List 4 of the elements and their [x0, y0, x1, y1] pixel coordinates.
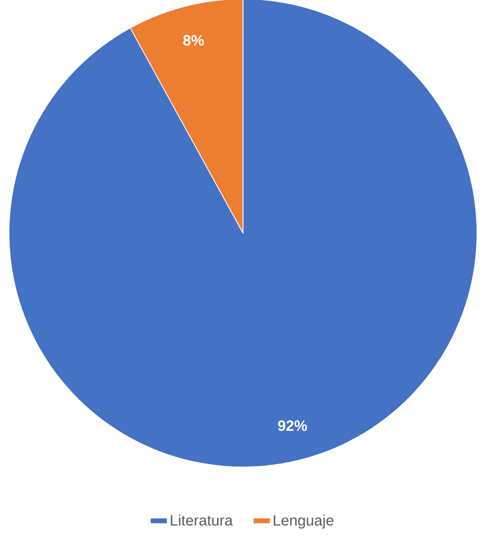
legend-label: Lenguaje: [274, 514, 334, 529]
legend-label: Literatura: [170, 514, 233, 526]
data-label: 92%: [278, 420, 308, 431]
data-label: 8%: [183, 35, 204, 46]
